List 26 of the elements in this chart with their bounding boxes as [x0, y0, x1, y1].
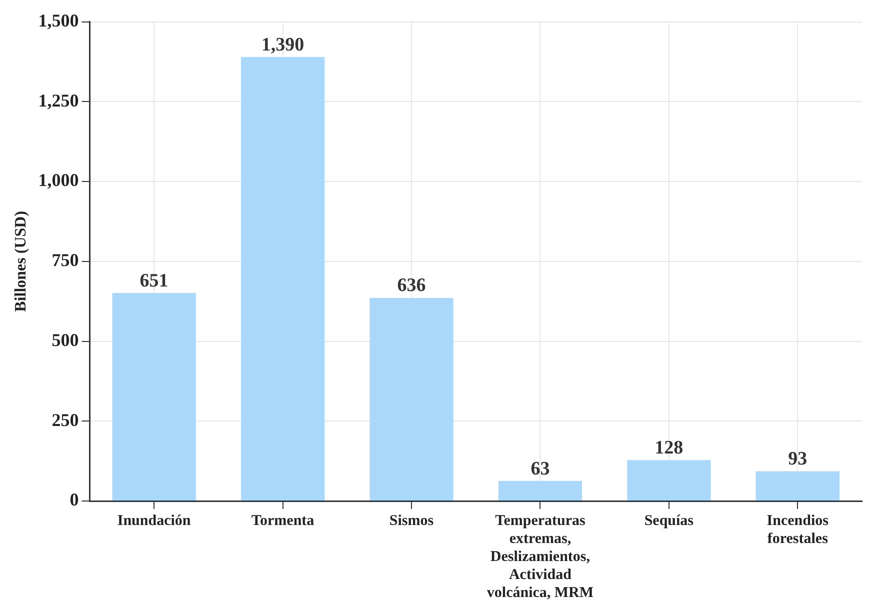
bar: [370, 298, 454, 500]
y-tick-label: 1,250: [38, 90, 79, 110]
x-tick-label: Inundación: [117, 512, 192, 529]
x-tick-label: Sismos: [389, 512, 434, 529]
x-tick-label: Sequías: [644, 512, 694, 529]
data-label: 636: [397, 275, 426, 296]
y-tick-label: 1,500: [38, 10, 79, 30]
x-tick-label: Temperaturas extremas, Deslizamientos, Actividad volcánica, MRM: [486, 512, 594, 601]
bar: [498, 480, 582, 500]
y-axis-title: Billones (USD): [12, 210, 30, 312]
y-tick-label: 0: [70, 490, 79, 510]
data-label: 63: [530, 458, 550, 480]
data-label: 128: [654, 438, 684, 459]
data-label: 1,390: [261, 34, 304, 56]
x-tick-label: Tormenta: [251, 512, 315, 529]
y-tick-label: 750: [52, 250, 79, 270]
bar: [627, 460, 711, 500]
y-tick-label: 1,000: [38, 170, 79, 190]
data-label: 651: [140, 270, 168, 292]
bar: [756, 471, 840, 500]
y-tick-label: 250: [52, 410, 79, 430]
bar: [240, 56, 325, 500]
x-tick-label: Incendios forestales: [766, 512, 829, 547]
y-tick-label: 500: [52, 330, 79, 350]
data-label: 93: [788, 448, 808, 470]
bar: [112, 293, 196, 500]
